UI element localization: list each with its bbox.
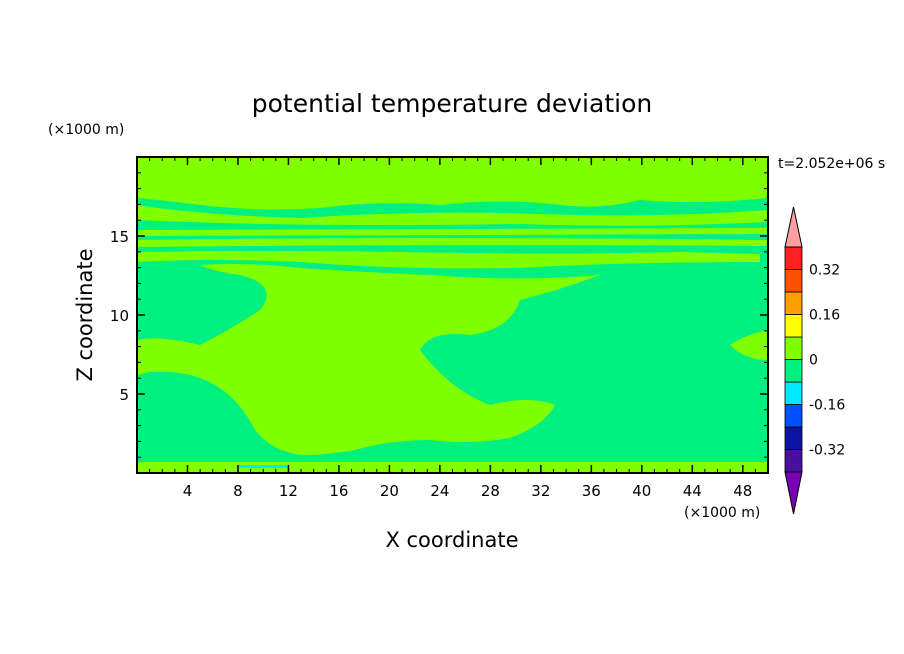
x-tick-label: 44 bbox=[683, 482, 702, 500]
x-tick-label: 36 bbox=[582, 482, 601, 500]
x-axis-ticks: 4 8 12 16 20 24 28 32 36 40 44 48 bbox=[149, 157, 756, 500]
x-tick-label: 32 bbox=[531, 482, 550, 500]
colorbar-segment bbox=[784, 336, 803, 360]
colorbar-segment bbox=[784, 449, 803, 473]
x-tick-label: 12 bbox=[279, 482, 298, 500]
contour-region-stripe-2 bbox=[137, 238, 768, 247]
colorbar-tick-label: 0.32 bbox=[809, 263, 840, 279]
x-axis-label: X coordinate bbox=[385, 528, 518, 552]
colorbar-segment bbox=[784, 426, 803, 450]
contour-regions bbox=[137, 157, 768, 473]
contour-region-upper-band bbox=[137, 205, 768, 226]
y-axis-label: Z coordinate bbox=[73, 248, 97, 381]
colorbar-segment bbox=[784, 404, 803, 428]
x-tick-label: 48 bbox=[733, 482, 752, 500]
contour-region-pocket bbox=[312, 356, 350, 388]
colorbar-tick-label: -0.32 bbox=[809, 443, 845, 459]
colorbar-segment bbox=[784, 381, 803, 405]
contour-region-low-strip bbox=[238, 465, 288, 468]
x-tick-label: 16 bbox=[329, 482, 348, 500]
contour-region-center bbox=[137, 264, 600, 455]
colorbar-tick-label: 0.16 bbox=[809, 308, 840, 324]
y-unit-label: (×1000 m) bbox=[48, 122, 124, 138]
contour-region-right-edge bbox=[730, 330, 768, 360]
x-tick-label: 8 bbox=[233, 482, 243, 500]
x-tick-label: 4 bbox=[183, 482, 193, 500]
y-axis-ticks: 5 10 15 bbox=[110, 172, 768, 458]
x-unit-label: (×1000 m) bbox=[684, 505, 760, 521]
chart-title: potential temperature deviation bbox=[252, 89, 652, 118]
y-tick-label: 10 bbox=[110, 307, 129, 325]
y-tick-label: 5 bbox=[119, 386, 129, 404]
time-label: t=2.052e+06 s bbox=[778, 156, 885, 172]
colorbar-under-triangle bbox=[784, 471, 803, 515]
colorbar: 0.32 0.16 0 -0.16 -0.32 bbox=[784, 206, 845, 515]
colorbar-tick-label: 0 bbox=[809, 353, 818, 369]
contour-region-stripe-1 bbox=[137, 228, 768, 236]
x-tick-label: 20 bbox=[380, 482, 399, 500]
colorbar-segment bbox=[784, 291, 803, 315]
x-tick-label: 28 bbox=[481, 482, 500, 500]
colorbar-segment bbox=[784, 246, 803, 270]
colorbar-segment bbox=[784, 359, 803, 383]
y-tick-label: 15 bbox=[110, 228, 129, 246]
x-tick-label: 40 bbox=[632, 482, 651, 500]
colorbar-segment bbox=[784, 269, 803, 293]
colorbar-tick-label: -0.16 bbox=[809, 398, 845, 414]
contour-region-top bbox=[137, 157, 768, 210]
colorbar-over-triangle bbox=[784, 206, 803, 248]
contour-region-mid-band bbox=[137, 251, 760, 269]
contour-region-bottom bbox=[137, 462, 768, 473]
x-tick-label: 24 bbox=[430, 482, 449, 500]
colorbar-segment bbox=[784, 314, 803, 338]
